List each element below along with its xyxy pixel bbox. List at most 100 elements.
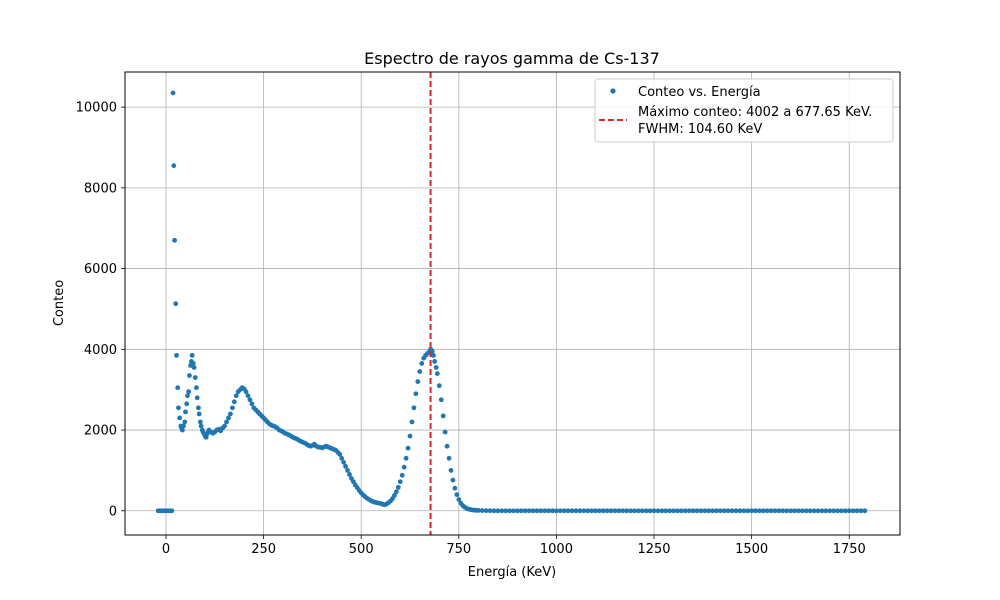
- data-point: [573, 508, 579, 514]
- x-tick-label: 1000: [540, 542, 573, 557]
- data-point: [550, 508, 555, 514]
- data-point: [850, 508, 856, 514]
- data-point: [565, 508, 571, 514]
- y-axis-label: Conteo: [52, 280, 67, 326]
- data-point: [181, 423, 186, 429]
- data-point: [503, 508, 509, 514]
- data-point: [411, 405, 417, 411]
- data-point: [343, 463, 348, 469]
- legend: Conteo vs. Energía Máximo conteo: 4002 a…: [594, 78, 894, 143]
- data-point: [196, 411, 202, 417]
- data-point: [725, 508, 731, 514]
- data-point: [392, 493, 397, 498]
- data-point: [339, 455, 345, 461]
- data-point: [194, 395, 200, 401]
- data-point: [710, 508, 715, 514]
- data-point: [842, 508, 848, 514]
- data-point: [690, 508, 696, 514]
- data-point: [196, 405, 201, 411]
- data-point: [247, 397, 253, 403]
- data-point: [819, 508, 825, 514]
- legend-label-max-line1: Máximo conteo: 4002 a 677.65 KeV.: [638, 105, 872, 120]
- data-point: [170, 90, 176, 96]
- data-point: [176, 405, 181, 411]
- data-point: [827, 508, 833, 514]
- data-point: [702, 508, 708, 514]
- data-point: [194, 385, 199, 391]
- data-point: [604, 508, 610, 514]
- data-point: [780, 508, 786, 514]
- data-point: [226, 415, 231, 421]
- legend-marker-conteo: [610, 88, 616, 94]
- data-point: [397, 479, 403, 485]
- data-point: [518, 508, 524, 514]
- data-point: [854, 508, 860, 514]
- data-point: [612, 508, 618, 514]
- y-axis-ticks: 0 2000 4000 6000 8000 10000: [76, 101, 125, 519]
- data-point: [675, 508, 680, 514]
- data-point: [499, 508, 505, 514]
- y-tick-label: 0: [109, 504, 117, 519]
- data-point: [776, 508, 782, 514]
- data-point: [179, 427, 185, 433]
- data-point: [347, 472, 352, 477]
- data-point: [456, 497, 462, 502]
- data-point: [714, 508, 719, 514]
- x-tick-label: 1750: [833, 542, 866, 557]
- data-point: [596, 508, 602, 514]
- data-point: [171, 163, 177, 169]
- data-point: [585, 508, 591, 514]
- y-tick-label: 2000: [84, 424, 117, 439]
- data-point: [182, 419, 188, 425]
- data-point: [198, 423, 204, 429]
- data-point: [483, 508, 489, 514]
- data-point: [792, 508, 797, 514]
- chart-title: Espectro de rayos gamma de Cs-137: [364, 49, 660, 68]
- data-point: [228, 411, 233, 417]
- data-point: [224, 419, 229, 425]
- data-point: [815, 508, 821, 514]
- data-point: [628, 508, 633, 514]
- data-point: [620, 508, 626, 514]
- data-point: [831, 508, 837, 514]
- data-point: [442, 429, 448, 435]
- data-point: [444, 443, 450, 449]
- y-tick-label: 10000: [76, 101, 117, 116]
- data-point: [718, 508, 723, 514]
- data-point: [175, 385, 181, 391]
- data-point: [475, 507, 481, 513]
- x-axis-label: Energía (KeV): [468, 565, 556, 580]
- data-point: [835, 508, 840, 514]
- data-point: [796, 508, 801, 514]
- data-point: [185, 393, 190, 399]
- data-point: [788, 508, 794, 514]
- data-point: [682, 508, 688, 514]
- legend-label-max-line2: FWHM: 104.60 KeV: [638, 122, 762, 137]
- data-point: [172, 237, 177, 243]
- data-point: [419, 361, 425, 366]
- data-point: [846, 508, 852, 514]
- data-point: [183, 409, 188, 415]
- data-point: [608, 508, 614, 514]
- data-point: [187, 373, 192, 378]
- data-point: [169, 508, 175, 514]
- data-point: [823, 508, 829, 514]
- y-tick-label: 8000: [84, 181, 117, 196]
- data-point: [554, 508, 559, 514]
- data-point: [799, 508, 805, 514]
- data-point: [698, 508, 704, 514]
- data-point: [663, 508, 669, 514]
- data-point: [341, 459, 347, 465]
- data-point: [174, 352, 179, 358]
- data-point: [557, 508, 563, 514]
- data-point: [189, 352, 195, 358]
- data-point: [409, 419, 415, 425]
- data-point: [399, 472, 405, 478]
- data-point: [589, 508, 594, 514]
- data-point: [415, 379, 421, 385]
- data-point: [222, 423, 227, 429]
- data-point: [192, 375, 198, 380]
- data-point: [811, 508, 817, 514]
- data-point: [440, 413, 446, 419]
- data-point: [448, 468, 454, 473]
